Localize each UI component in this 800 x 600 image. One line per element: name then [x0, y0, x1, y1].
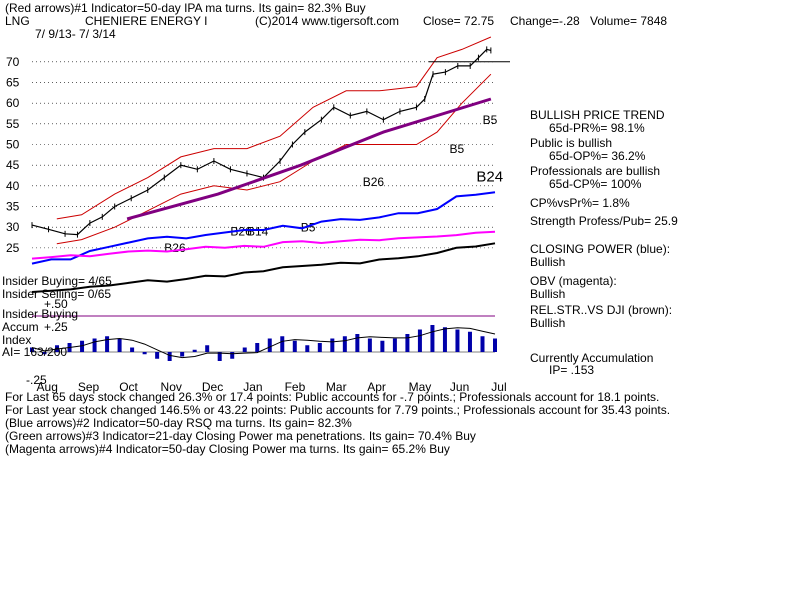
relstr-value: Bullish: [530, 316, 566, 330]
accum-plus25: +.25: [44, 320, 68, 334]
cp-value: 65d-CP%= 100%: [549, 177, 642, 191]
y-tick-label: 25: [6, 241, 20, 255]
month-label: Apr: [367, 380, 386, 394]
month-label: Jun: [450, 380, 469, 394]
moving-average: [126, 97, 492, 221]
signal-label: B24: [476, 169, 503, 186]
price-series: [31, 46, 510, 238]
month-label: Mar: [326, 380, 347, 394]
footer-line2: For Last year stock changed 146.5% or 43…: [5, 403, 671, 417]
index-label: Index: [2, 333, 32, 347]
professionals-title: Professionals are bullish: [530, 164, 661, 178]
signal-label: B26: [363, 175, 385, 189]
company-name: CHENIERE ENERGY I: [85, 14, 208, 28]
strength-ratio: Strength Profess/Pub= 25.9: [530, 214, 678, 228]
volume-value: Volume= 7848: [590, 14, 668, 28]
month-labels: Aug Sep Oct Nov Dec Jan Feb Mar Apr May Jun Jul: [37, 380, 507, 394]
copyright: (C)2014 www.tigersoft.com: [255, 14, 400, 28]
accum-ma-line: [31, 327, 496, 359]
op-value: 65d-OP%= 36.2%: [549, 149, 646, 163]
month-label: May: [409, 380, 432, 394]
accumulation-ip: IP= .153: [549, 363, 595, 377]
cp-vs-pr: CP%vsPr%= 1.8%: [530, 196, 630, 210]
insider-buying-line-label: Insider Buying: [2, 307, 79, 321]
y-tick-label: 60: [6, 96, 20, 110]
header-line1: (Red arrows)#1 Indicator=50-day IPA ma t…: [5, 1, 366, 15]
trend-title: BULLISH PRICE TREND: [530, 108, 665, 122]
month-label: Jan: [243, 380, 262, 394]
relstr-line: [31, 242, 496, 293]
y-tick-label: 70: [6, 55, 20, 69]
month-label: Sep: [78, 380, 100, 394]
price-line: [31, 48, 492, 236]
ai-value: AI= 163/200: [2, 345, 68, 359]
lower-band: [56, 73, 492, 245]
accumulation-title: Currently Accumulation: [530, 351, 654, 365]
y-tick-label: 40: [6, 179, 20, 193]
insider-buying: Insider Buying= 4/65: [2, 274, 112, 288]
change-value: Change=-.28: [510, 14, 580, 28]
footer-line1: For Last 65 days stock changed 26.3% or …: [5, 390, 660, 404]
closing-power-title: CLOSING POWER (blue):: [530, 242, 671, 256]
footer-line4: (Green arrows)#3 Indicator=21-day Closin…: [5, 429, 476, 443]
y-tick-label: 55: [6, 117, 20, 131]
y-axis-labels: 70 65 60 55 50 45 40 35 30 25: [6, 55, 20, 255]
price-bands: [56, 36, 492, 245]
obv-title: OBV (magenta):: [530, 274, 617, 288]
signal-label: B5: [483, 113, 498, 127]
footer-line3: (Blue arrows)#2 Indicator=50-day RSQ ma …: [5, 416, 352, 430]
pr-value: 65d-PR%= 98.1%: [549, 121, 645, 135]
y-tick-label: 65: [6, 75, 20, 89]
month-label: Oct: [119, 380, 138, 394]
signal-label: B26: [164, 241, 186, 255]
indicator-panels: [30, 191, 497, 361]
closing-power-value: Bullish: [530, 255, 566, 269]
date-range: 7/ 9/13- 7/ 3/14: [35, 27, 116, 41]
signal-label: B14: [247, 224, 269, 238]
footer-line5: (Magenta arrows)#4 Indicator=50-day Clos…: [5, 442, 450, 456]
month-label: Jul: [491, 380, 506, 394]
month-label: Aug: [37, 380, 58, 394]
upper-band: [56, 36, 492, 220]
close-price: Close= 72.75: [423, 14, 495, 28]
obv-value: Bullish: [530, 287, 566, 301]
relstr-title: REL.STR..VS DJI (brown):: [530, 303, 673, 317]
ma-line: [126, 97, 492, 221]
month-label: Nov: [161, 380, 182, 394]
y-tick-label: 45: [6, 158, 20, 172]
symbol: LNG: [5, 14, 30, 28]
y-tick-label: 30: [6, 220, 20, 234]
signal-label: B26: [230, 224, 252, 238]
accum-label: Accum: [2, 320, 39, 334]
closing-power-line: [31, 191, 496, 265]
signal-label: B5: [450, 142, 465, 156]
insider-selling: Insider Selling= 0/65: [2, 287, 112, 301]
y-tick-label: 35: [6, 200, 20, 214]
obv-line: [31, 230, 496, 260]
price-grid: [32, 61, 495, 249]
y-tick-label: 50: [6, 138, 20, 152]
month-label: Dec: [202, 380, 223, 394]
accum-minus25: -.25: [26, 373, 47, 387]
accum-plus50: +.50: [44, 297, 68, 311]
public-title: Public is bullish: [530, 136, 613, 150]
month-label: Feb: [285, 380, 306, 394]
